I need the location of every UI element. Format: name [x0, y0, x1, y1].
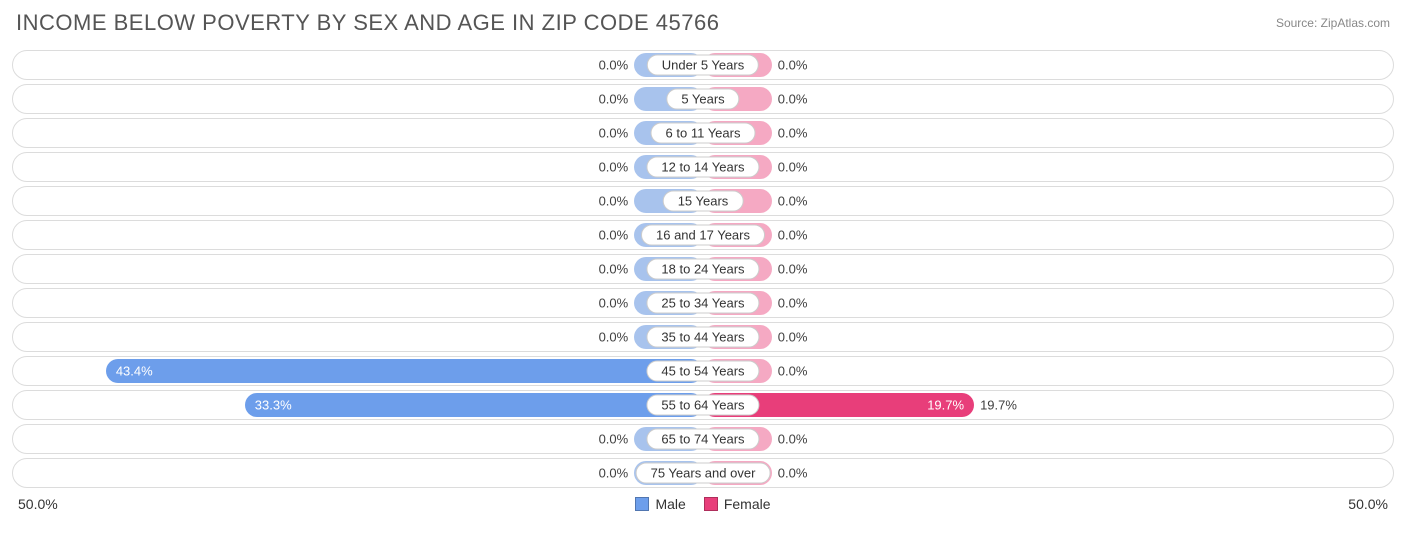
female-value-label: 0.0%: [778, 126, 808, 141]
chart-row: 0.0% 0.0% 5 Years: [12, 84, 1394, 114]
category-label: 65 to 74 Years: [646, 429, 759, 450]
chart-row: 0.0% 0.0% 12 to 14 Years: [12, 152, 1394, 182]
chart-rows: 0.0%0.0%Under 5 Years0.0%0.0%5 Years0.0%…: [12, 50, 1394, 488]
female-value-label: 19.7%: [927, 398, 964, 413]
legend-female-swatch: [704, 497, 718, 511]
legend-female: Female: [704, 496, 771, 512]
category-label: 18 to 24 Years: [646, 259, 759, 280]
legend-male-swatch: [635, 497, 649, 511]
female-value-label: 0.0%: [778, 58, 808, 73]
category-label: 16 and 17 Years: [641, 225, 765, 246]
category-label: 45 to 54 Years: [646, 361, 759, 382]
chart-row: 0.0% 0.0% 65 to 74 Years: [12, 424, 1394, 454]
female-value-label: 0.0%: [778, 466, 808, 481]
legend-female-label: Female: [724, 496, 771, 512]
female-value-label: 0.0%: [778, 296, 808, 311]
female-value-label: 0.0%: [778, 364, 808, 379]
female-value-label: 0.0%: [778, 228, 808, 243]
chart-source: Source: ZipAtlas.com: [1276, 16, 1390, 30]
male-bar: 43.4%: [106, 359, 703, 383]
female-value-label: 0.0%: [778, 432, 808, 447]
chart-row: 0.0% 0.0% 6 to 11 Years: [12, 118, 1394, 148]
axis-right-max: 50.0%: [1348, 496, 1388, 512]
female-value-label: 0.0%: [778, 262, 808, 277]
category-label: 25 to 34 Years: [646, 293, 759, 314]
male-value-label: 0.0%: [599, 228, 629, 243]
female-value-label: 0.0%: [778, 330, 808, 345]
male-value-label: 33.3%: [255, 398, 292, 413]
chart-title: INCOME BELOW POVERTY BY SEX AND AGE IN Z…: [16, 10, 719, 36]
chart-legend: Male Female: [635, 496, 770, 512]
male-value-label: 0.0%: [599, 194, 629, 209]
male-value-label: 0.0%: [599, 262, 629, 277]
chart-row: 0.0% 0.0% 35 to 44 Years: [12, 322, 1394, 352]
poverty-by-sex-age-chart: INCOME BELOW POVERTY BY SEX AND AGE IN Z…: [0, 0, 1406, 558]
male-value-label: 0.0%: [599, 330, 629, 345]
category-label: 35 to 44 Years: [646, 327, 759, 348]
category-label: 15 Years: [663, 191, 744, 212]
chart-row: 43.4% 0.0% 45 to 54 Years: [12, 356, 1394, 386]
chart-row: 0.0% 0.0% 18 to 24 Years: [12, 254, 1394, 284]
legend-male: Male: [635, 496, 685, 512]
chart-header: INCOME BELOW POVERTY BY SEX AND AGE IN Z…: [12, 10, 1394, 36]
female-value-label: 0.0%: [778, 92, 808, 107]
male-value-label: 0.0%: [599, 466, 629, 481]
male-bar: 33.3%: [245, 393, 703, 417]
male-value-label: 43.4%: [116, 364, 153, 379]
category-label: 6 to 11 Years: [651, 123, 756, 144]
chart-row: 0.0% 0.0% 75 Years and over: [12, 458, 1394, 488]
male-value-label: 0.0%: [599, 160, 629, 175]
category-label: 55 to 64 Years: [646, 395, 759, 416]
chart-row: 0.0% 0.0% 16 and 17 Years: [12, 220, 1394, 250]
chart-footer: 50.0% Male Female 50.0%: [12, 496, 1394, 512]
category-label: 5 Years: [666, 89, 739, 110]
category-label: 75 Years and over: [636, 463, 771, 484]
male-value-label: 0.0%: [599, 58, 629, 73]
category-label: 12 to 14 Years: [646, 157, 759, 178]
category-label: Under 5 Years: [647, 55, 759, 76]
chart-row: 0.0% 0.0% 15 Years: [12, 186, 1394, 216]
axis-left-max: 50.0%: [18, 496, 58, 512]
legend-male-label: Male: [655, 496, 685, 512]
chart-row: 0.0% 0.0% Under 5 Years: [12, 50, 1394, 80]
male-value-label: 0.0%: [599, 126, 629, 141]
chart-row: 33.3% 19.7% 19.7% 55 to 64 Years: [12, 390, 1394, 420]
male-value-label: 0.0%: [599, 432, 629, 447]
male-value-label: 0.0%: [599, 92, 629, 107]
female-value-label: 19.7%: [980, 398, 1017, 413]
female-value-label: 0.0%: [778, 160, 808, 175]
male-value-label: 0.0%: [599, 296, 629, 311]
chart-row: 0.0% 0.0% 25 to 34 Years: [12, 288, 1394, 318]
female-value-label: 0.0%: [778, 194, 808, 209]
